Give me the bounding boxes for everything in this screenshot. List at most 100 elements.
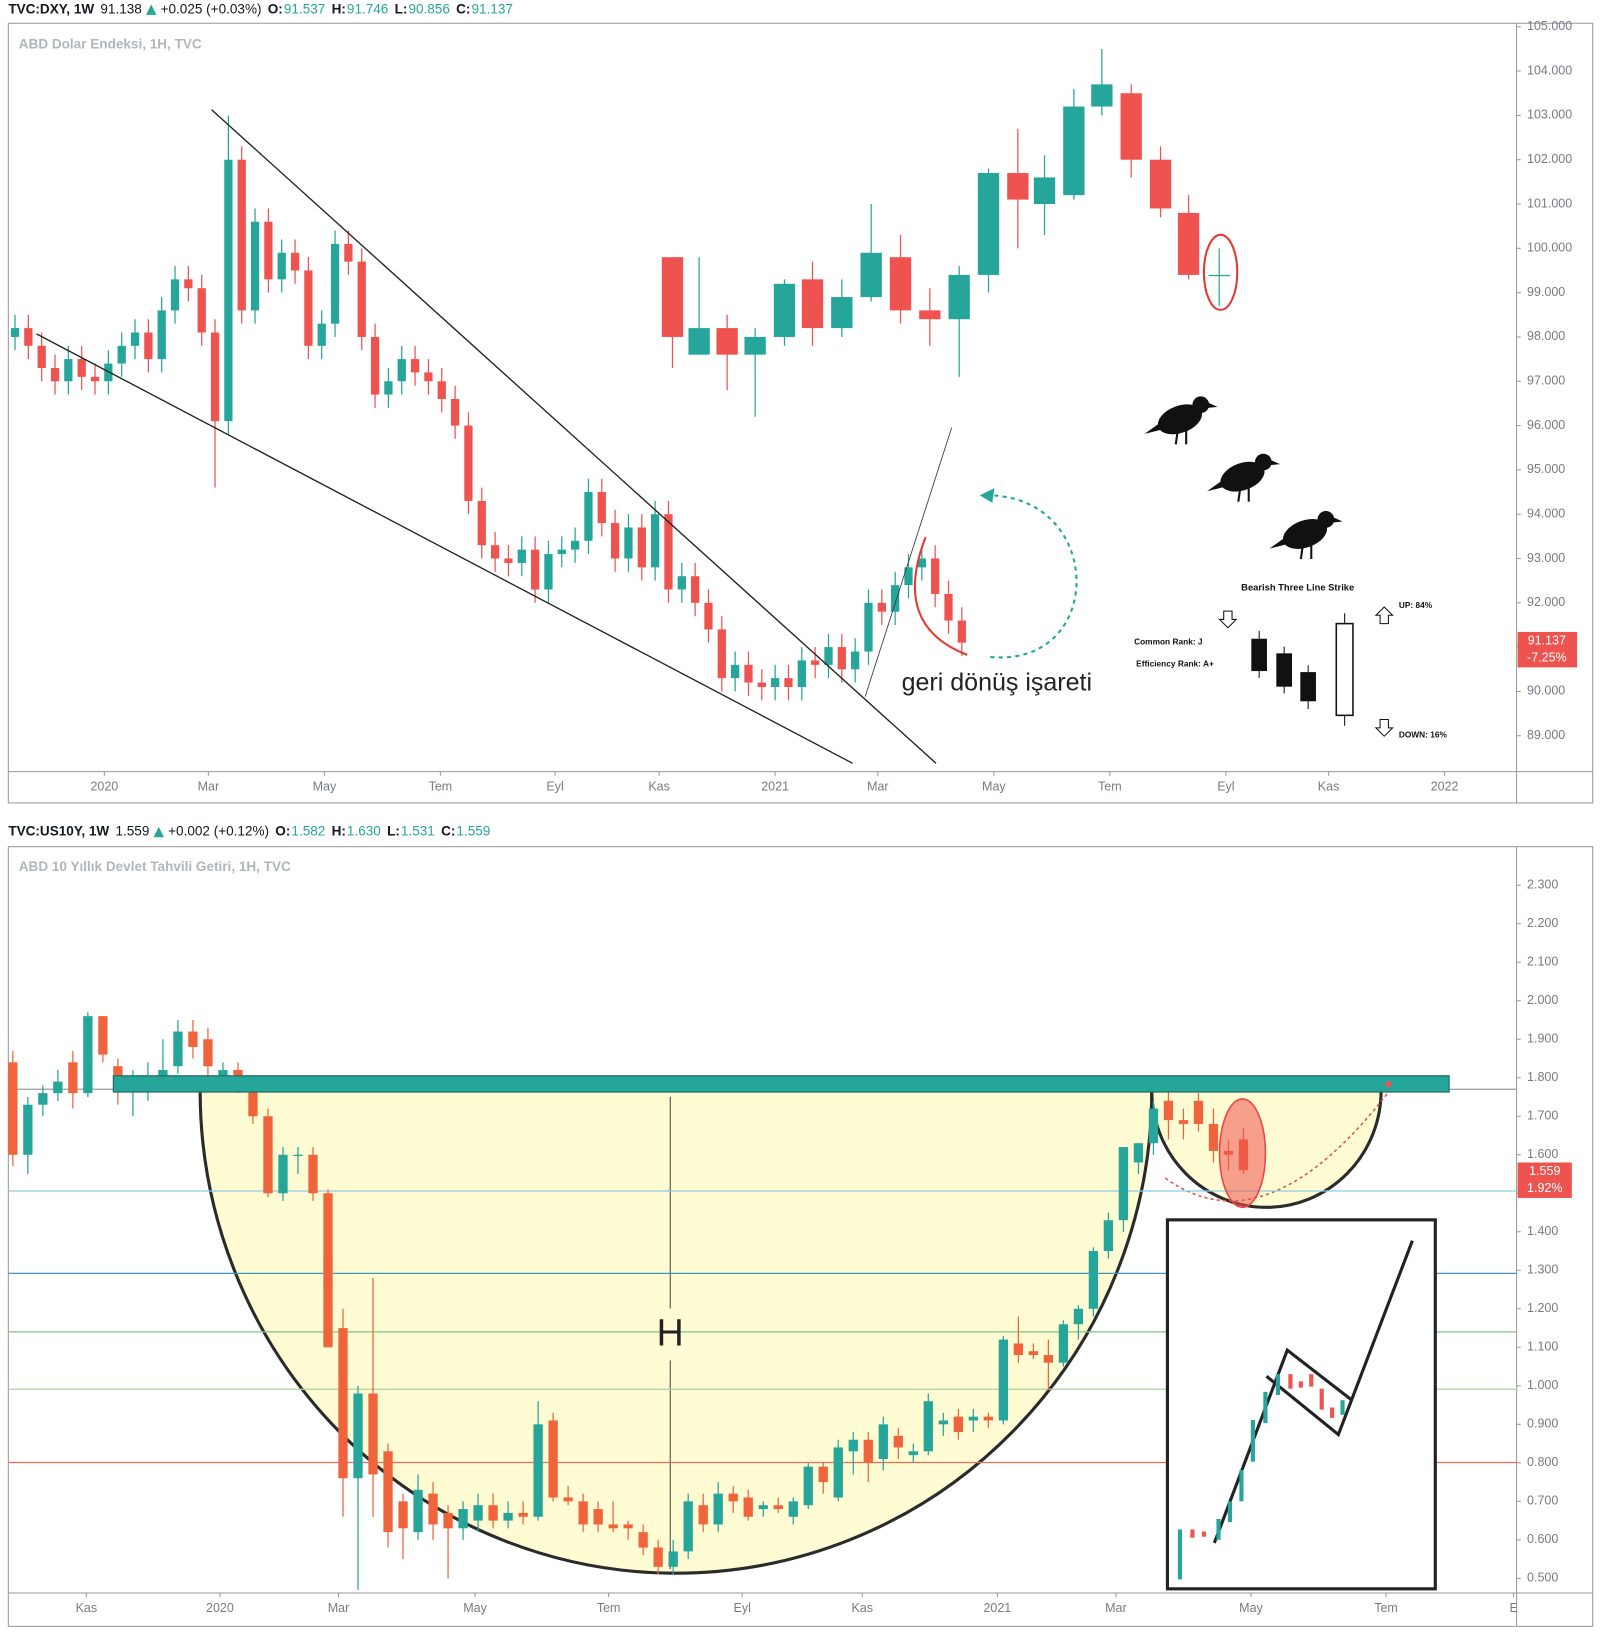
header-text: +0.002 (+0.12%): [168, 824, 269, 839]
header-text: C:: [441, 824, 455, 839]
candle-body: [383, 1451, 393, 1533]
price-change: 1.92%: [1527, 1181, 1562, 1195]
candle-body: [744, 664, 753, 683]
marker-dot: [1385, 1081, 1392, 1088]
candle-body: [713, 1493, 723, 1525]
y-tick-label: 93.000: [1527, 551, 1565, 565]
candle-body: [264, 221, 273, 280]
candle-body: [570, 540, 580, 550]
reversal-arc: [913, 536, 968, 656]
candle-body: [968, 1416, 978, 1421]
header-text: H:: [332, 824, 346, 839]
candle-body: [10, 328, 20, 337]
candle-body: [158, 1070, 168, 1078]
candle-body: [837, 647, 846, 670]
x-tick-label: 2021: [983, 1601, 1011, 1615]
y-tick-label: 104.000: [1527, 63, 1572, 77]
header-text: L:: [395, 1, 408, 16]
x-tick-label: 2020: [206, 1601, 234, 1615]
header-text: 91.746: [347, 1, 388, 16]
candle-body: [938, 1420, 948, 1425]
candle-body: [851, 651, 860, 670]
y-tick-label: 90.000: [1527, 684, 1565, 698]
candle-body: [610, 523, 620, 559]
candle-body: [24, 328, 33, 346]
x-tick-label: May: [1239, 1601, 1263, 1615]
y-tick-label: 0.500: [1527, 1571, 1558, 1585]
candle-body: [424, 372, 433, 382]
candle-body: [263, 1116, 273, 1194]
candle-body: [357, 261, 366, 337]
candle-body: [224, 159, 233, 422]
handle-projection: [1164, 1089, 1392, 1202]
candle-body: [293, 1154, 303, 1157]
candle-body: [504, 558, 513, 563]
header-text: TVC:US10Y, 1W: [8, 824, 109, 839]
y-tick-label: 1.300: [1527, 1263, 1558, 1277]
candle-body: [668, 1551, 678, 1567]
marks-layer: TVC:DXY, 1W 91.138 +0.025 (+0.03%) O: 91.537…: [8, 1, 1572, 1615]
candle-body: [488, 1505, 498, 1521]
header-text: 1.559: [456, 824, 490, 839]
candle-body: [743, 1497, 753, 1517]
crow-icons: [1144, 396, 1343, 560]
candle-body: [728, 1493, 738, 1502]
candle-body: [23, 1104, 33, 1155]
candle-body: [188, 1031, 198, 1047]
candle-body: [864, 602, 873, 652]
candle-body: [908, 1451, 918, 1456]
header-text: O:: [275, 824, 290, 839]
candle-body: [330, 243, 340, 324]
candle-body: [878, 1424, 888, 1459]
candle-body: [518, 1512, 528, 1517]
candle-body: [1043, 1355, 1054, 1363]
y-tick-label: 2.300: [1527, 877, 1558, 891]
candle-body: [458, 1509, 468, 1529]
y-tick-label: 89.000: [1527, 728, 1565, 742]
candle-body: [450, 398, 460, 426]
candle-body: [773, 1505, 783, 1510]
candle-body: [716, 328, 738, 355]
pattern-stat: UP: 84%: [1399, 600, 1433, 610]
candle-body: [638, 1532, 648, 1548]
candle-body: [203, 1039, 213, 1067]
y-tick-label: 99.000: [1527, 285, 1565, 299]
candle-body: [704, 602, 713, 630]
candle-body: [53, 1081, 63, 1094]
x-tick-label: Tem: [1098, 780, 1122, 794]
y-tick-label: 1.800: [1527, 1070, 1558, 1084]
candle-body: [863, 1439, 873, 1463]
candle-body: [661, 257, 684, 337]
candle-body: [919, 310, 941, 320]
candle-body: [308, 1154, 318, 1194]
x-tick-label: Mar: [198, 780, 220, 794]
y-tick-label: 1.600: [1527, 1147, 1558, 1161]
candle-body: [904, 567, 913, 586]
candle-body: [410, 359, 420, 373]
highlight-ellipse: [1218, 1098, 1267, 1209]
x-tick-label: Kas: [1318, 780, 1340, 794]
candle-body: [563, 1497, 573, 1502]
candle-body: [953, 1416, 963, 1433]
pattern-stat: Efficiency Rank: A+: [1136, 658, 1214, 668]
candle-body: [1063, 106, 1085, 196]
candle-body: [50, 367, 60, 382]
candle-body: [578, 1501, 588, 1525]
y-tick-label: 1.900: [1527, 1032, 1558, 1046]
pattern-title: Bearish Three Line Strike: [1241, 583, 1354, 593]
x-tick-label: Mar: [328, 1601, 350, 1615]
candle-body: [1028, 1351, 1039, 1356]
y-tick-label: 95.000: [1527, 462, 1565, 476]
pattern-stat: DOWN: 16%: [1399, 729, 1448, 739]
candle-body: [277, 252, 286, 280]
candle-body: [801, 279, 824, 329]
x-tick-label: Tem: [597, 1601, 621, 1615]
x-tick-label: 2021: [761, 780, 789, 794]
chart-title: ABD Dolar Endeksi, 1H, TVC: [19, 37, 202, 52]
x-tick-label: May: [313, 780, 337, 794]
candle-body: [173, 1031, 183, 1067]
y-tick-label: 2.200: [1527, 916, 1558, 930]
candle-body: [557, 549, 566, 555]
x-tick-label: E: [1509, 1601, 1517, 1615]
y-tick-label: 2.100: [1527, 955, 1558, 969]
